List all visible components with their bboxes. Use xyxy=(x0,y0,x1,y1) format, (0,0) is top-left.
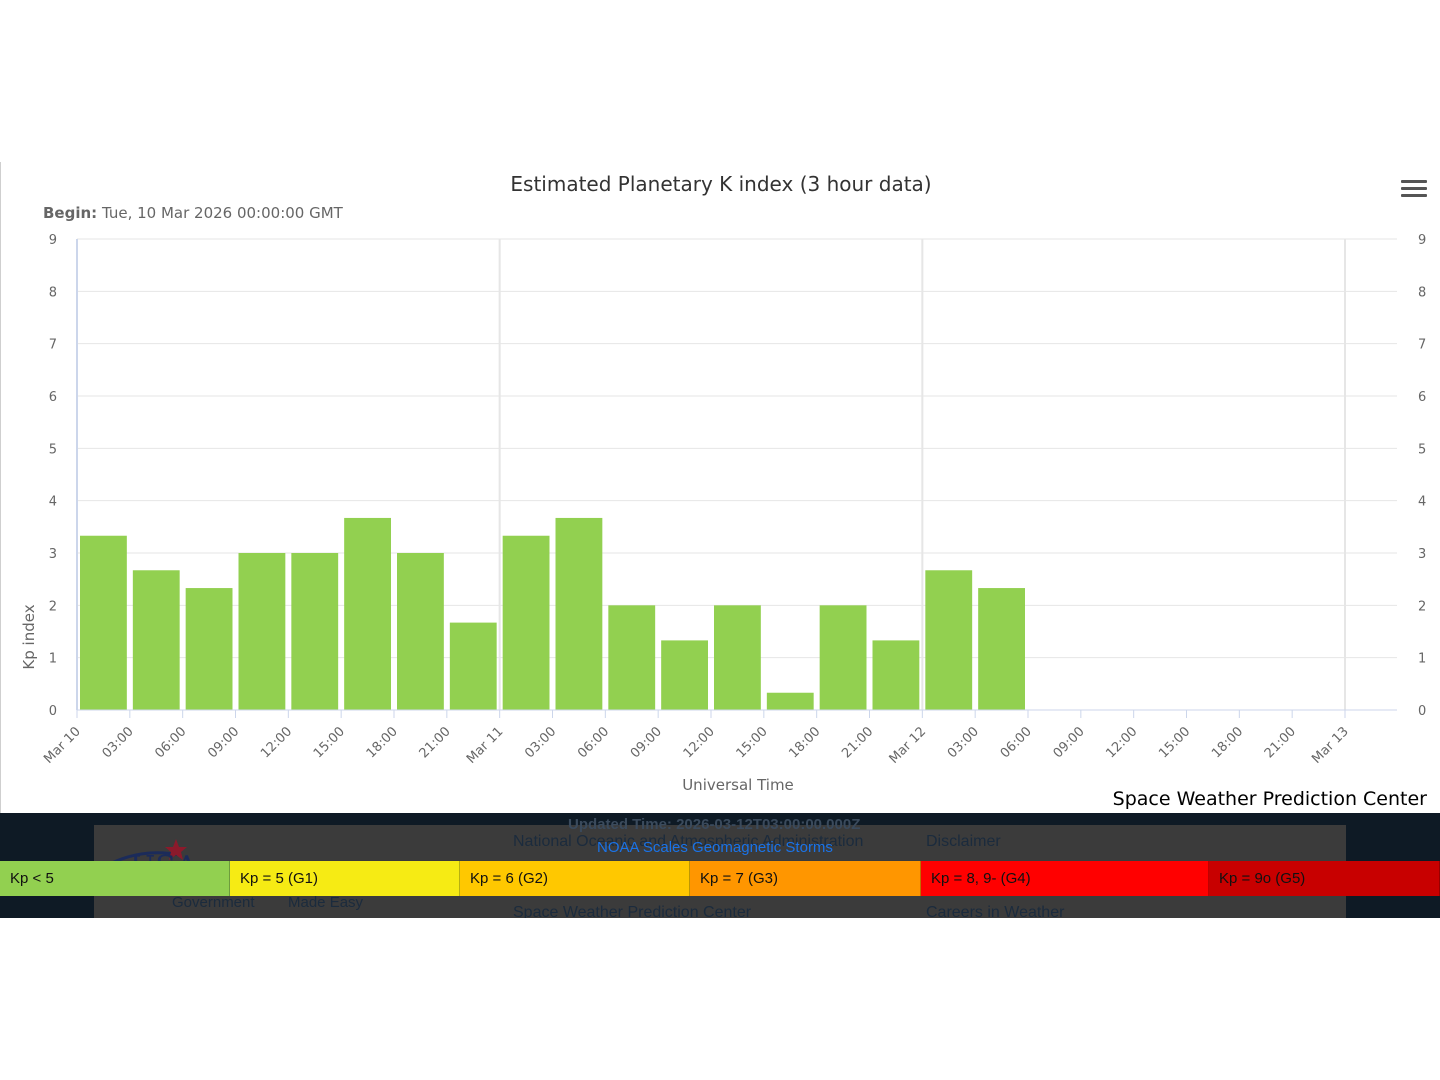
x-tick-label: 15:00 xyxy=(734,724,771,761)
y-tick-label-right: 1 xyxy=(1418,652,1426,667)
kp-legend-bar: Kp < 5 Kp = 5 (G1) Kp = 6 (G2) Kp = 7 (G… xyxy=(0,861,1440,896)
x-tick-label: 12:00 xyxy=(681,724,718,761)
legend-kp-lt5: Kp < 5 xyxy=(0,861,230,896)
y-tick-label-right: 3 xyxy=(1418,547,1426,562)
x-tick-label: Mar 11 xyxy=(464,724,507,767)
legend-kp-g1: Kp = 5 (G1) xyxy=(230,861,460,896)
x-tick-label: 09:00 xyxy=(1051,724,1088,761)
y-tick-label-right: 5 xyxy=(1418,442,1426,457)
kp-bar xyxy=(238,553,286,710)
kp-bar xyxy=(714,605,761,710)
kp-bar xyxy=(132,570,180,710)
y-tick-label: 1 xyxy=(49,652,57,667)
kp-bar xyxy=(502,535,550,710)
kp-bar xyxy=(978,588,1025,710)
kp-bar xyxy=(397,553,444,710)
y-tick-label-right: 9 xyxy=(1418,233,1426,248)
x-tick-label: Mar 13 xyxy=(1309,724,1352,767)
x-tick-label: Mar 10 xyxy=(41,724,84,767)
y-tick-label: 2 xyxy=(49,599,57,614)
swpc-credit: Space Weather Prediction Center xyxy=(1106,788,1427,810)
kp-bar xyxy=(872,640,920,710)
legend-kp-g2: Kp = 6 (G2) xyxy=(460,861,690,896)
x-tick-label: 21:00 xyxy=(839,724,876,761)
kp-bar xyxy=(819,605,867,710)
y-tick-label-right: 2 xyxy=(1418,599,1426,614)
x-tick-label: 18:00 xyxy=(364,724,401,761)
kp-bar xyxy=(608,605,656,710)
y-tick-label-right: 6 xyxy=(1418,390,1426,405)
x-tick-label: 06:00 xyxy=(998,724,1035,761)
subtitle-value: Tue, 10 Mar 2026 00:00:00 GMT xyxy=(101,204,344,222)
x-tick-label: 06:00 xyxy=(575,724,612,761)
x-tick-label: 12:00 xyxy=(258,724,295,761)
x-tick-label: 18:00 xyxy=(786,724,823,761)
x-tick-label: 15:00 xyxy=(1156,724,1193,761)
y-tick-label: 7 xyxy=(49,338,57,353)
y-tick-label-right: 8 xyxy=(1418,285,1426,300)
x-tick-label: 03:00 xyxy=(945,724,982,761)
x-tick-label: 06:00 xyxy=(152,724,189,761)
y-tick-label: 5 xyxy=(49,442,57,457)
y-tick-label: 4 xyxy=(49,495,57,510)
kp-bar xyxy=(661,640,708,710)
kp-bar xyxy=(291,553,339,710)
kp-bar xyxy=(344,517,391,710)
x-tick-label: 09:00 xyxy=(205,724,242,761)
chart-subtitle: Begin: Tue, 10 Mar 2026 00:00:00 GMT xyxy=(43,204,344,222)
x-tick-label: Mar 12 xyxy=(887,724,930,767)
chart-menu-icon[interactable] xyxy=(1401,180,1427,202)
footer-tagline-left: Government xyxy=(172,894,255,911)
kp-chart-svg: Estimated Planetary K index (3 hour data… xyxy=(20,172,1426,794)
x-axis-label: Universal Time xyxy=(682,776,794,794)
noaa-scales-link[interactable]: NOAA Scales Geomagnetic Storms xyxy=(597,839,833,856)
y-tick-label-right: 7 xyxy=(1418,338,1426,353)
kp-chart: Estimated Planetary K index (3 hour data… xyxy=(0,162,1440,814)
footer-tagline-right: Made Easy xyxy=(288,894,364,911)
legend-kp-g4: Kp = 8, 9- (G4) xyxy=(921,861,1209,896)
x-tick-label: 03:00 xyxy=(522,724,559,761)
footer-link-careers[interactable]: Careers in Weather xyxy=(926,904,1065,918)
subtitle-label: Begin: xyxy=(43,204,97,222)
kp-bar xyxy=(766,692,814,710)
y-axis-label: Kp index xyxy=(20,604,38,669)
y-tick-label: 0 xyxy=(49,704,57,719)
x-tick-label: 21:00 xyxy=(1262,724,1299,761)
x-tick-label: 03:00 xyxy=(100,724,137,761)
chart-title: Estimated Planetary K index (3 hour data… xyxy=(510,172,931,196)
kp-bar xyxy=(185,588,233,710)
kp-bar xyxy=(449,622,497,710)
x-tick-label: 18:00 xyxy=(1209,724,1246,761)
y-tick-label: 8 xyxy=(49,285,57,300)
kp-bar xyxy=(80,535,127,710)
x-tick-label: 09:00 xyxy=(628,724,665,761)
kp-bar xyxy=(925,570,973,710)
y-tick-label-right: 4 xyxy=(1418,495,1426,510)
kp-bar xyxy=(555,517,603,710)
updated-time: Updated Time: 2026-03-12T03:00:00.000Z xyxy=(568,816,861,833)
bars-layer xyxy=(80,517,1025,710)
y-tick-label-right: 0 xyxy=(1418,704,1426,719)
x-tick-label: 15:00 xyxy=(311,724,348,761)
x-tick-label: 21:00 xyxy=(417,724,454,761)
legend-kp-g5: Kp = 9o (G5) xyxy=(1209,861,1440,896)
footer-link-swpc[interactable]: Space Weather Prediction Center xyxy=(513,904,752,918)
footer-link-noaa[interactable]: National Oceanic and Atmospheric Adminis… xyxy=(513,833,864,850)
y-tick-label: 6 xyxy=(49,390,57,405)
legend-kp-g3: Kp = 7 (G3) xyxy=(690,861,921,896)
y-tick-label: 9 xyxy=(49,233,57,248)
footer-link-disclaimer[interactable]: Disclaimer xyxy=(926,833,1001,850)
x-tick-label: 12:00 xyxy=(1103,724,1140,761)
y-tick-label: 3 xyxy=(49,547,57,562)
